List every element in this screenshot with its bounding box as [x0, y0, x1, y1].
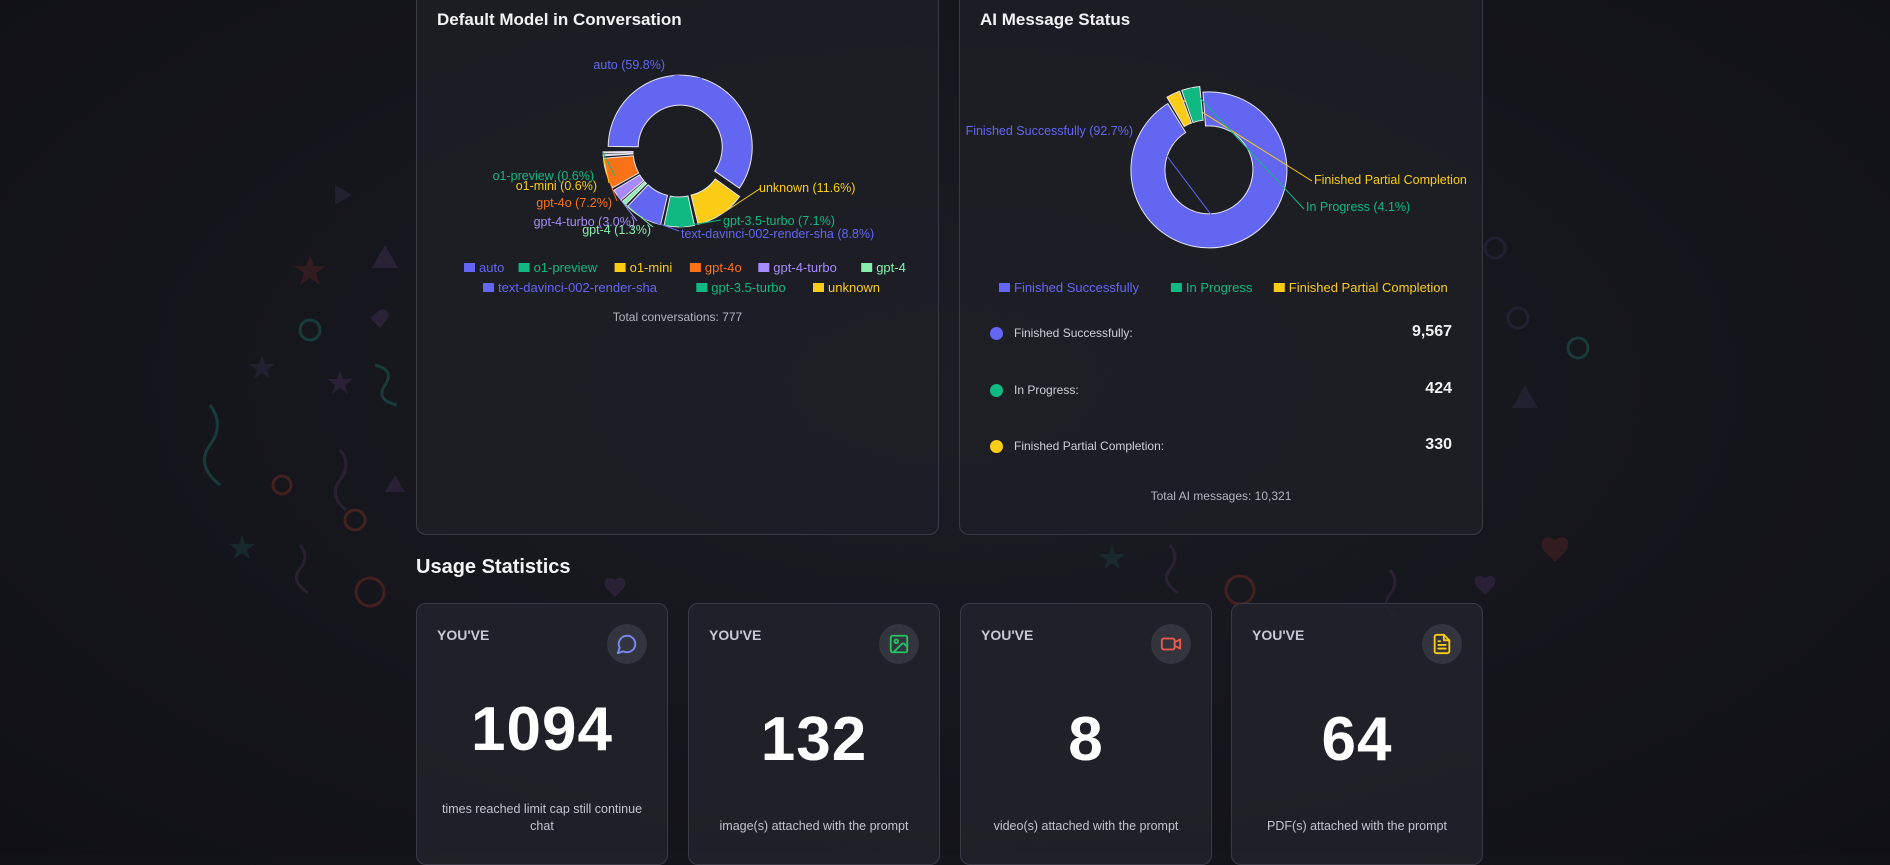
stat-label: In Progress: — [1014, 383, 1079, 397]
slice-label: auto (59.8%) — [593, 58, 665, 72]
slice-label: gpt-4-turbo (3.0%) — [534, 215, 635, 229]
legend-swatch — [1170, 283, 1182, 292]
stat-label: Finished Partial Completion: — [1014, 439, 1165, 453]
slice-label: o1-preview (0.6%) — [493, 169, 594, 183]
slice-gpt-3-5-turbo[interactable] — [663, 195, 696, 228]
stat-row-in-progress: In Progress: 424 — [990, 380, 1452, 402]
legend-swatch — [483, 283, 494, 292]
slice-label-leader — [623, 202, 654, 228]
card-value: 1094 — [471, 695, 613, 764]
card-description: times reached limit cap still continue c… — [441, 802, 643, 833]
slice-text-davinci-002-render-sha[interactable] — [626, 184, 669, 226]
stat-dot — [990, 384, 1003, 397]
slice-label-leader — [679, 219, 722, 228]
legend-item[interactable]: o1-preview — [534, 260, 598, 275]
slice-finished-successfully[interactable] — [1130, 91, 1288, 249]
legend-item[interactable]: gpt-4 — [876, 260, 906, 275]
slice-label: unknown (11.6%) — [759, 181, 855, 195]
stat-value: 424 — [1425, 380, 1452, 397]
card-value: 64 — [1321, 705, 1393, 774]
slice-label: o1-mini (0.6%) — [516, 179, 597, 193]
stat-dot — [990, 440, 1003, 453]
slice-label-leader — [1190, 87, 1305, 210]
slice-finished-partial-completion[interactable] — [1166, 90, 1193, 128]
slice-label-leader — [1147, 130, 1234, 245]
legend-swatch — [518, 263, 530, 272]
legend-item[interactable]: In Progress — [1186, 280, 1253, 295]
legend-swatch — [689, 263, 701, 272]
slice-label: gpt-4 (1.3%) — [582, 223, 651, 237]
image-icon — [879, 624, 919, 664]
legend-item[interactable]: o1-mini — [630, 260, 673, 275]
card-description: image(s) attached with the prompt — [719, 819, 909, 833]
slice-label-leader — [602, 152, 616, 177]
legend-item[interactable]: gpt-4-turbo — [773, 260, 837, 275]
legend-swatch — [861, 263, 873, 272]
legend-item[interactable]: text-davinci-002-render-sha — [498, 280, 658, 295]
slice-label-leader — [642, 217, 680, 232]
legend-item[interactable]: gpt-4o — [705, 260, 742, 275]
status-total-messages: Total AI messages: 10,321 — [1150, 489, 1292, 503]
legend-item[interactable]: Finished Partial Completion — [1289, 280, 1448, 295]
legend-item[interactable]: Finished Successfully — [1014, 280, 1139, 295]
status-chart-title: AI Message Status — [980, 10, 1131, 29]
slice-label: text-davinci-002-render-sha (8.8%) — [681, 227, 874, 241]
slice-label-leader — [616, 194, 638, 222]
slice-o1-preview[interactable] — [602, 151, 634, 154]
usage-statistics-title: Usage Statistics — [416, 556, 571, 578]
pdf-document-icon — [1422, 624, 1462, 664]
card-description: PDF(s) attached with the prompt — [1267, 819, 1447, 833]
usage-card-images: YOU'VE 132 image(s) attached with the pr… — [688, 603, 940, 865]
model-chart-panel: Default Model in Conversation auto (59.8… — [416, 0, 939, 535]
legend-swatch — [813, 283, 824, 292]
card-label: YOU'VE — [437, 627, 490, 643]
chat-bubble-icon — [607, 624, 647, 664]
card-value: 132 — [760, 705, 868, 774]
slice-label: In Progress (4.1%) — [1306, 200, 1410, 214]
stat-dot — [990, 327, 1003, 340]
stat-row-partial-completion: Finished Partial Completion: 330 — [990, 436, 1452, 458]
stat-label: Finished Successfully: — [1014, 326, 1133, 340]
legend-item[interactable]: gpt-3.5-turbo — [711, 280, 785, 295]
slice-label: gpt-3.5-turbo (7.1%) — [723, 214, 835, 228]
stat-value: 330 — [1425, 436, 1452, 453]
slice-label-leader — [672, 74, 703, 80]
slice-label: Finished Partial Completion — [1314, 173, 1467, 187]
slice-o1-mini[interactable] — [602, 152, 634, 157]
legend-swatch — [758, 263, 770, 272]
stat-row-finished-successfully: Finished Successfully: 9,567 — [990, 323, 1452, 345]
card-label: YOU'VE — [709, 627, 762, 643]
model-total-conversations: Total conversations: 777 — [612, 310, 743, 324]
legend-swatch — [999, 283, 1010, 292]
video-camera-icon — [1151, 624, 1191, 664]
stat-value: 9,567 — [1411, 323, 1452, 340]
legend-item[interactable]: auto — [479, 260, 504, 275]
slice-label-leader — [721, 187, 762, 215]
usage-card-limit-cap: YOU'VE 1094 times reached limit cap stil… — [416, 603, 668, 865]
model-chart-title: Default Model in Conversation — [437, 10, 682, 29]
usage-card-pdfs: YOU'VE 64 PDF(s) attached with the promp… — [1231, 603, 1483, 865]
legend-swatch — [1273, 283, 1285, 292]
card-label: YOU'VE — [981, 627, 1034, 643]
status-chart-panel: AI Message Status Finished Successfully … — [959, 0, 1483, 535]
card-value: 8 — [1068, 705, 1104, 774]
legend-swatch — [464, 263, 475, 272]
legend-swatch — [614, 263, 626, 272]
legend-item[interactable]: unknown — [828, 280, 880, 295]
usage-card-videos: YOU'VE 8 video(s) attached with the prom… — [960, 603, 1212, 865]
status-donut-chart: Finished Successfully (92.7%) Finished Pa… — [966, 85, 1467, 295]
slice-label-leader — [602, 155, 610, 184]
slice-label: Finished Successfully (92.7%) — [966, 124, 1133, 138]
slice-label: gpt-4o (7.2%) — [536, 196, 612, 210]
card-description: video(s) attached with the prompt — [993, 819, 1179, 833]
model-donut-chart: auto (59.8%) unknown (11.6%) gpt-3.5-turbo… — [464, 58, 906, 295]
card-label: YOU'VE — [1252, 627, 1305, 643]
legend-swatch — [696, 283, 708, 292]
slice-auto[interactable] — [607, 74, 753, 189]
